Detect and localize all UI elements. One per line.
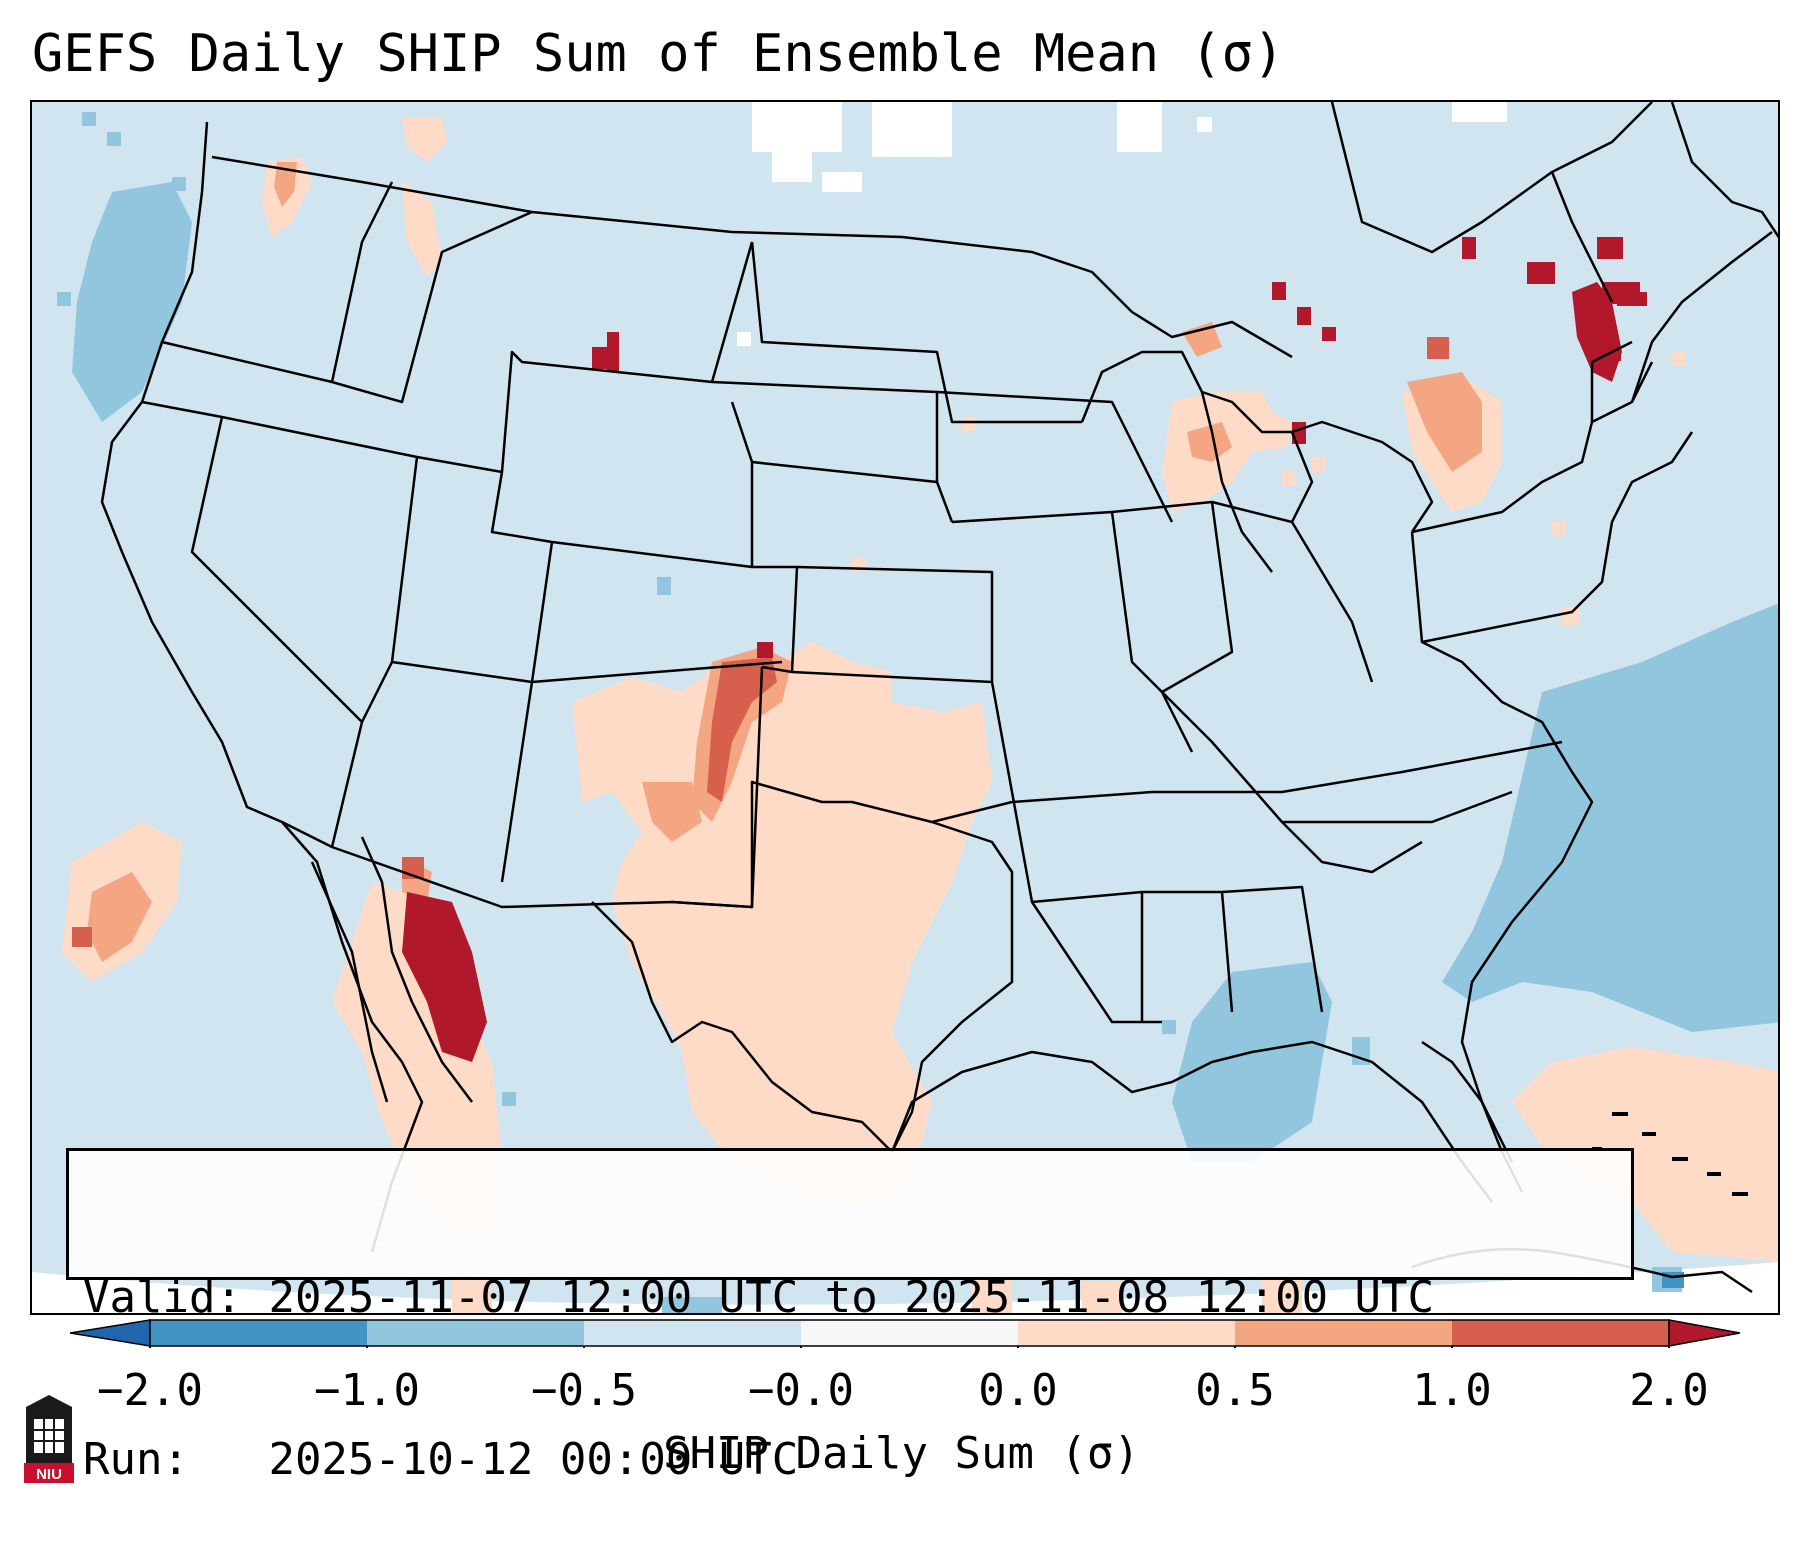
colorbar-tick-label: −0.0: [748, 1365, 854, 1416]
near-zero-patches: [737, 102, 1507, 346]
valid-row: Valid: 2025-11-07 12:00 UTC to 2025-11-0…: [83, 1271, 1617, 1325]
colorbar-label: SHIP Daily Sum (σ): [663, 1428, 1140, 1479]
niu-logo: NIU: [24, 1395, 74, 1483]
strong-positive-anomaly-areas: [72, 337, 1449, 947]
run-label: Run:: [83, 1434, 189, 1485]
colorbar-bin-0: [70, 1319, 151, 1347]
colorbar-tick-label: −1.0: [314, 1365, 420, 1416]
run-row: Run: 2025-10-12 00:00 UTC: [83, 1433, 1617, 1487]
colorbar-tick-label: 1.0: [1412, 1365, 1492, 1416]
colorbar-ticks: [149, 1346, 1670, 1348]
moderate-positive-anomaly-areas: [87, 162, 1482, 962]
colorbar-tick-label: 0.5: [1195, 1365, 1275, 1416]
valid-time-box: Valid: 2025-11-07 12:00 UTC to 2025-11-0…: [66, 1148, 1634, 1485]
colorbar-bin-6: [1235, 1320, 1452, 1346]
weak-positive-anomaly-areas: [62, 117, 1778, 1313]
colorbar-tick-label: −2.0: [97, 1365, 203, 1416]
colorbar: [70, 1319, 1740, 1348]
colorbar-tick-label: −0.5: [531, 1365, 637, 1416]
colorbar-bin-2: [367, 1320, 584, 1346]
colorbar-bin-1: [150, 1320, 367, 1346]
boundary-lines: [100, 102, 1778, 1294]
map-canvas: [32, 102, 1778, 1313]
colorbar-tick-label: 0.0: [978, 1365, 1058, 1416]
valid-value: 2025-11-07 12:00 UTC to 2025-11-08 12:00…: [268, 1272, 1435, 1323]
colorbar-outline: [149, 1319, 1670, 1347]
colorbar-bin-8: [1668, 1319, 1740, 1347]
chart-title: GEFS Daily SHIP Sum of Ensemble Mean (σ): [32, 24, 1285, 84]
colorbar-bin-4: [801, 1320, 1018, 1346]
map-panel: [30, 100, 1780, 1315]
valid-label: Valid:: [83, 1272, 242, 1323]
logo-text: NIU: [36, 1466, 62, 1483]
colorbar-bin-7: [1452, 1320, 1669, 1346]
colorbar-tick-label: 2.0: [1629, 1365, 1709, 1416]
colorbar-bin-5: [1018, 1320, 1235, 1346]
run-value: 2025-10-12 00:00 UTC: [268, 1434, 799, 1485]
extreme-positive-anomaly-areas: [402, 237, 1647, 1062]
colorbar-bin-3: [584, 1320, 801, 1346]
negative-anomaly-areas: [57, 112, 1778, 1313]
